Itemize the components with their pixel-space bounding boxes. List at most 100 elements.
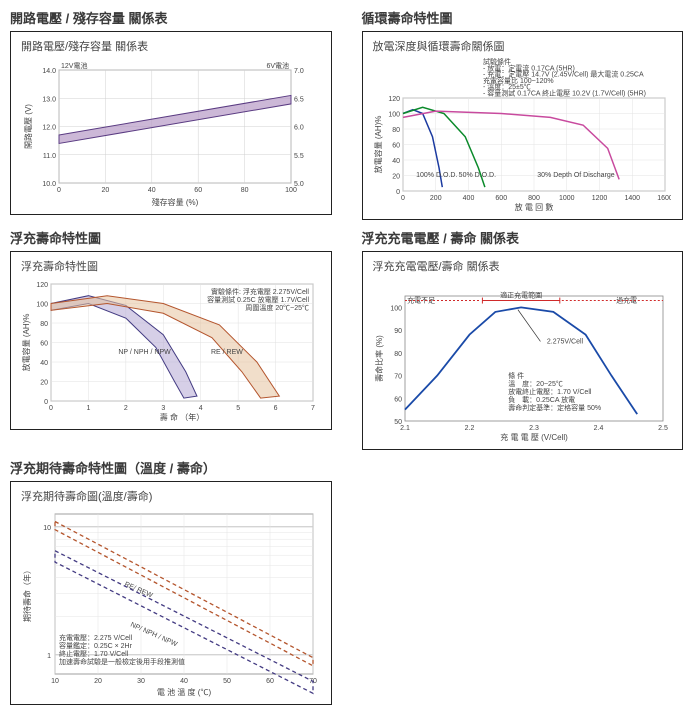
cell-voltage-life: 浮充充電電壓 / 壽命 關係表 浮充充電電壓/壽命 關係表 2.12.22.32…	[362, 228, 684, 450]
svg-text:600: 600	[495, 195, 507, 202]
svg-text:800: 800	[528, 195, 540, 202]
svg-text:100: 100	[388, 112, 400, 119]
svg-text:70: 70	[394, 374, 402, 381]
svg-text:終止電壓：1.70 V/Cell: 終止電壓：1.70 V/Cell	[59, 649, 129, 658]
svg-text:6.5: 6.5	[294, 96, 304, 103]
svg-text:2.4: 2.4	[593, 425, 603, 432]
svg-text:6V電池: 6V電池	[266, 61, 289, 70]
svg-text:6.0: 6.0	[294, 125, 304, 132]
svg-text:40: 40	[148, 187, 156, 194]
svg-text:壽命比率 (%): 壽命比率 (%)	[374, 335, 384, 382]
svg-text:放電容量 (AH)%: 放電容量 (AH)%	[21, 314, 31, 372]
svg-text:120: 120	[388, 96, 400, 103]
svg-text:加速壽命試驗是一般檢定後用手段推測值: 加速壽命試驗是一般檢定後用手段推測值	[59, 657, 185, 666]
svg-text:充 電 電 壓 (V/Cell): 充 電 電 壓 (V/Cell)	[500, 432, 568, 442]
svg-text:60: 60	[394, 396, 402, 403]
svg-text:2.2: 2.2	[464, 425, 474, 432]
svg-text:壽 命 （年）: 壽 命 （年）	[160, 412, 204, 422]
svg-text:2.275V/Cell: 2.275V/Cell	[546, 339, 583, 346]
svg-text:40: 40	[392, 158, 400, 165]
svg-text:容量鑑定：0.25C × 2Hr: 容量鑑定：0.25C × 2Hr	[59, 641, 133, 650]
cell-temp-life: 浮充期待壽命特性圖（溫度 / 壽命） 浮充期待壽命圖(溫度/壽命) 101102…	[10, 458, 332, 705]
svg-text:放 電 回 數: 放 電 回 數	[514, 202, 553, 212]
svg-text:適正充電範圍: 適正充電範圍	[500, 291, 542, 300]
title-cycle-life: 循環壽命特性圖	[362, 8, 684, 27]
svg-text:50% D.O.D.: 50% D.O.D.	[458, 172, 495, 179]
svg-text:條 件: 條 件	[508, 371, 524, 380]
panel-temp-life: 浮充期待壽命圖(溫度/壽命) 10110203040506070RE/ REWN…	[10, 481, 332, 705]
svg-text:期待壽命（年）: 期待壽命（年）	[22, 566, 32, 622]
svg-text:40: 40	[180, 678, 188, 685]
svg-text:0: 0	[57, 187, 61, 194]
svg-text:5.0: 5.0	[294, 181, 304, 188]
svg-text:80: 80	[241, 187, 249, 194]
svg-text:80: 80	[394, 351, 402, 358]
inner-title-cycle: 放電深度與循環壽命關係圖	[373, 38, 675, 54]
svg-text:60: 60	[266, 678, 274, 685]
svg-text:1600: 1600	[657, 195, 671, 202]
svg-text:10.0: 10.0	[42, 181, 56, 188]
title-temp-life: 浮充期待壽命特性圖（溫度 / 壽命）	[10, 458, 332, 477]
svg-text:2.1: 2.1	[400, 425, 410, 432]
svg-text:殘存容量 (%): 殘存容量 (%)	[152, 197, 199, 207]
svg-text:容量測試 0.25C 放電壓 1.7V/Cell: 容量測試 0.25C 放電壓 1.7V/Cell	[207, 295, 309, 304]
svg-text:實驗條件: 浮充電壓 2.275V/Cell: 實驗條件: 浮充電壓 2.275V/Cell	[211, 287, 309, 296]
panel-float-life: 浮充壽命特性圖 01234567120100806040200NP / NPH …	[10, 251, 332, 430]
svg-text:60: 60	[392, 143, 400, 150]
svg-text:30% Depth Of Discharge: 30% Depth Of Discharge	[537, 172, 615, 179]
svg-text:周圍溫度 20℃~25℃: 周圍溫度 20℃~25℃	[245, 303, 309, 312]
svg-text:0: 0	[44, 399, 48, 406]
page: 開路電壓 / 殘存容量 關係表 開路電壓/殘存容量 關係表 0204060801…	[0, 0, 693, 713]
svg-text:5.5: 5.5	[294, 153, 304, 160]
cell-ocv-capacity: 開路電壓 / 殘存容量 關係表 開路電壓/殘存容量 關係表 0204060801…	[10, 8, 332, 215]
svg-text:過充電: 過充電	[616, 296, 637, 305]
chart-float-life: 01234567120100806040200NP / NPH / NPWRE …	[19, 278, 319, 423]
svg-text:1000: 1000	[558, 195, 574, 202]
svg-text:30: 30	[137, 678, 145, 685]
cell-cycle-life: 循環壽命特性圖 放電深度與循環壽命關係圖 試驗條件- 放電：定電流 0.17CA…	[362, 8, 684, 220]
svg-text:100: 100	[36, 302, 48, 309]
svg-text:溫 度：20~25℃: 溫 度：20~25℃	[508, 379, 563, 388]
svg-text:50: 50	[223, 678, 231, 685]
svg-text:1: 1	[47, 653, 51, 660]
svg-text:充電電壓：2.275 V/Cell: 充電電壓：2.275 V/Cell	[59, 633, 133, 642]
svg-text:充電不足: 充電不足	[407, 296, 435, 305]
svg-text:10: 10	[43, 525, 51, 532]
cell-float-life: 浮充壽命特性圖 浮充壽命特性圖 01234567120100806040200N…	[10, 228, 332, 430]
svg-text:NP / NPH / NPW: NP / NPH / NPW	[118, 349, 171, 356]
svg-text:4: 4	[199, 405, 203, 412]
inner-title-float: 浮充壽命特性圖	[21, 258, 323, 274]
svg-text:11.0: 11.0	[43, 153, 56, 160]
chart-temp-life: 10110203040506070RE/ REWNP/ NPH / NPW充電電…	[19, 508, 319, 698]
inner-title-ocv: 開路電壓/殘存容量 關係表	[21, 38, 323, 54]
svg-text:NP/ NPH / NPW: NP/ NPH / NPW	[129, 621, 178, 648]
svg-text:2.5: 2.5	[658, 425, 668, 432]
svg-text:電 池 溫 度 (℃): 電 池 溫 度 (℃)	[157, 687, 212, 697]
svg-text:5: 5	[236, 405, 240, 412]
svg-text:60: 60	[40, 341, 48, 348]
title-float-life: 浮充壽命特性圖	[10, 228, 332, 247]
svg-text:60: 60	[194, 187, 202, 194]
svg-text:0: 0	[396, 189, 400, 196]
svg-text:6: 6	[274, 405, 278, 412]
panel-ocv-capacity: 開路電壓/殘存容量 關係表 02040608010014.013.012.011…	[10, 31, 332, 215]
svg-text:10: 10	[51, 678, 59, 685]
svg-text:100: 100	[390, 305, 402, 312]
svg-text:12.0: 12.0	[42, 125, 56, 132]
svg-text:20: 20	[102, 187, 110, 194]
svg-text:1400: 1400	[624, 195, 640, 202]
svg-text:20: 20	[392, 174, 400, 181]
svg-text:1: 1	[86, 405, 90, 412]
chart-cycle-life: 試驗條件- 放電：定電流 0.17CA (5HR)- 充電：定電壓 14.7V …	[371, 58, 671, 213]
svg-text:開路電壓 (V): 開路電壓 (V)	[23, 104, 33, 149]
svg-text:0: 0	[401, 195, 405, 202]
svg-text:放電容量 (AH)%: 放電容量 (AH)%	[373, 116, 383, 174]
svg-text:3: 3	[161, 405, 165, 412]
svg-text:2: 2	[124, 405, 128, 412]
svg-text:壽命判定基準：定格容量 50%: 壽命判定基準：定格容量 50%	[508, 403, 601, 412]
svg-text:負 載：0.25CA 放電: 負 載：0.25CA 放電	[508, 395, 575, 404]
svg-text:12V電池: 12V電池	[61, 61, 87, 70]
svg-text:20: 20	[94, 678, 102, 685]
svg-text:7: 7	[311, 405, 315, 412]
svg-text:80: 80	[40, 321, 48, 328]
